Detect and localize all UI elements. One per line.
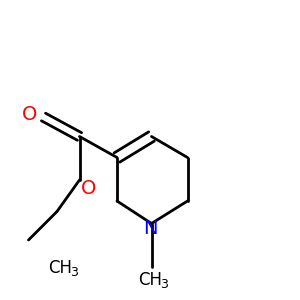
Text: N: N [143,219,157,238]
Text: CH: CH [48,259,72,277]
Text: O: O [81,179,96,199]
Text: O: O [22,105,37,124]
Text: 3: 3 [160,278,168,291]
Text: 3: 3 [70,266,78,279]
Text: CH: CH [138,271,162,289]
